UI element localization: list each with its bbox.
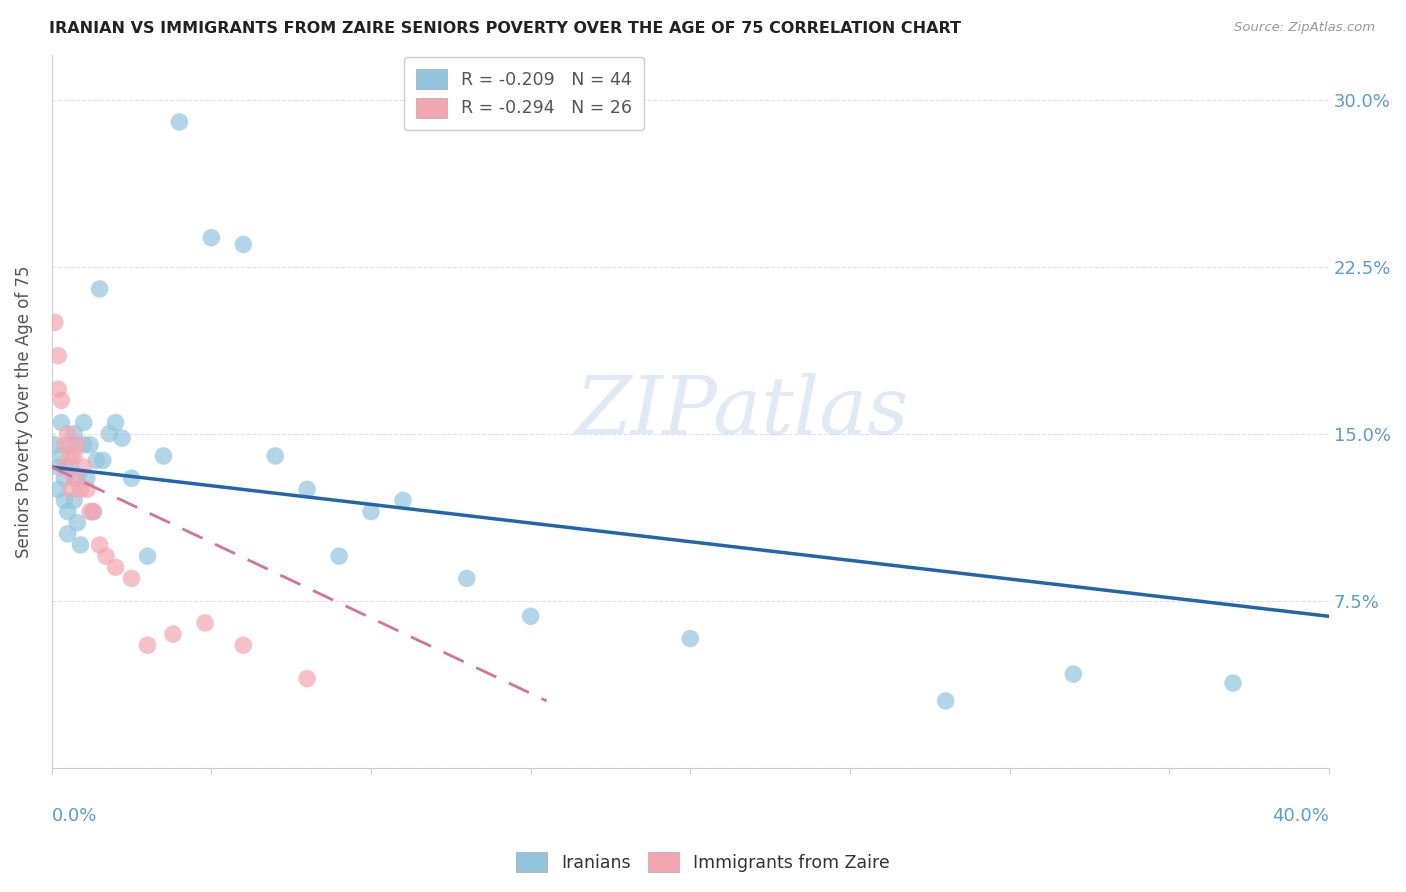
Point (73, 460, 96, 475)
Point (59, 483, 82, 497)
Point (935, 694, 957, 708)
Text: IRANIAN VS IMMIGRANTS FROM ZAIRE SENIORS POVERTY OVER THE AGE OF 75 CORRELATION : IRANIAN VS IMMIGRANTS FROM ZAIRE SENIORS… (49, 21, 962, 37)
Point (392, 493, 415, 508)
Point (63, 471, 86, 485)
Point (53, 493, 76, 508)
Point (94, 549, 117, 563)
Point (169, 115, 191, 129)
Point (98, 426, 121, 441)
Point (44, 438, 66, 452)
Point (679, 632, 702, 646)
Point (121, 571, 143, 585)
Point (82, 505, 104, 519)
Point (232, 237, 254, 252)
Point (194, 615, 217, 630)
Point (53, 438, 76, 452)
Point (51, 449, 73, 463)
Point (63, 493, 86, 508)
Point (82, 505, 104, 519)
Point (295, 672, 318, 686)
Point (66, 516, 89, 530)
Point (56, 527, 79, 541)
Point (59, 449, 82, 463)
Text: Source: ZipAtlas.com: Source: ZipAtlas.com (1234, 21, 1375, 35)
Point (200, 231, 222, 245)
Point (73, 416, 96, 430)
Point (46, 460, 69, 475)
Point (1062, 667, 1084, 681)
Point (519, 609, 541, 624)
Point (79, 505, 101, 519)
Point (51, 416, 73, 430)
Point (69, 483, 91, 497)
Legend: R = -0.209   N = 44, R = -0.294   N = 26: R = -0.209 N = 44, R = -0.294 N = 26 (404, 57, 644, 129)
Point (59, 460, 82, 475)
Text: 0.0%: 0.0% (52, 807, 97, 825)
Point (46, 483, 69, 497)
Point (89, 282, 111, 296)
Point (69, 538, 91, 552)
Point (104, 560, 127, 574)
Point (59, 438, 82, 452)
Point (56, 505, 79, 519)
Point (152, 449, 174, 463)
Point (56, 426, 79, 441)
Text: ZIPatlas: ZIPatlas (575, 373, 908, 450)
Point (162, 627, 184, 641)
Point (136, 549, 159, 563)
Point (46, 349, 69, 363)
Point (51, 393, 73, 408)
Point (264, 449, 287, 463)
Point (46, 382, 69, 396)
Point (1222, 676, 1244, 690)
Point (73, 438, 96, 452)
Point (66, 438, 89, 452)
Point (232, 638, 254, 652)
Point (63, 426, 86, 441)
Point (76, 483, 98, 497)
Point (104, 416, 127, 430)
Text: 40.0%: 40.0% (1272, 807, 1329, 825)
Point (53, 460, 76, 475)
Point (53, 471, 76, 485)
Legend: Iranians, Immigrants from Zaire: Iranians, Immigrants from Zaire (509, 845, 897, 879)
Point (456, 571, 478, 585)
Point (89, 538, 111, 552)
Point (111, 431, 134, 445)
Point (91, 453, 114, 467)
Point (63, 449, 86, 463)
Y-axis label: Seniors Poverty Over the Age of 75: Seniors Poverty Over the Age of 75 (15, 265, 32, 558)
Point (79, 438, 101, 452)
Point (44, 315, 66, 329)
Point (121, 471, 143, 485)
Point (66, 471, 89, 485)
Point (136, 638, 159, 652)
Point (360, 505, 382, 519)
Point (295, 483, 318, 497)
Point (328, 549, 350, 563)
Point (86, 453, 108, 467)
Point (76, 471, 98, 485)
